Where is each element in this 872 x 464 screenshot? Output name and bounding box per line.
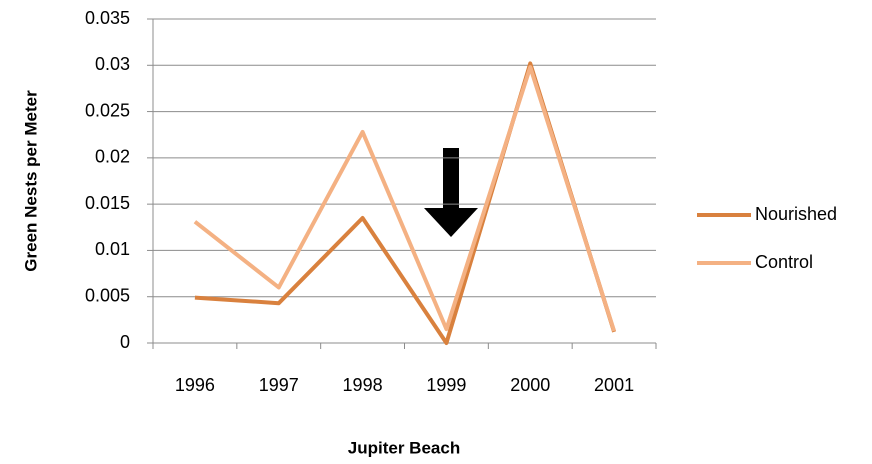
arrow-shaft [443, 148, 459, 210]
y-tick-label: 0.035 [85, 8, 130, 28]
x-tick-label: 2001 [594, 375, 634, 395]
y-tick-label: 0.025 [85, 100, 130, 120]
x-tick-label: 1998 [343, 375, 383, 395]
y-tick-label: 0 [120, 332, 130, 352]
legend-label: Nourished [755, 204, 837, 224]
annotation-arrow [424, 148, 478, 237]
series-line [194, 61, 616, 345]
legend-label: Control [755, 252, 813, 272]
y-tick-label: 0.02 [95, 147, 130, 167]
x-tick-label: 1996 [175, 375, 215, 395]
series-line [193, 65, 616, 332]
y-tick-label: 0.01 [95, 239, 130, 259]
y-tick-label: 0.005 [85, 285, 130, 305]
arrow-head [424, 208, 478, 237]
x-tick-label: 1997 [259, 375, 299, 395]
y-axis-title: Green Nests per Meter [21, 90, 40, 272]
x-axis-title: Jupiter Beach [348, 438, 460, 457]
y-tick-label: 0.03 [95, 54, 130, 74]
y-tick-label: 0.015 [85, 193, 130, 213]
x-tick-label: 2000 [510, 375, 550, 395]
x-tick-label: 1999 [426, 375, 466, 395]
